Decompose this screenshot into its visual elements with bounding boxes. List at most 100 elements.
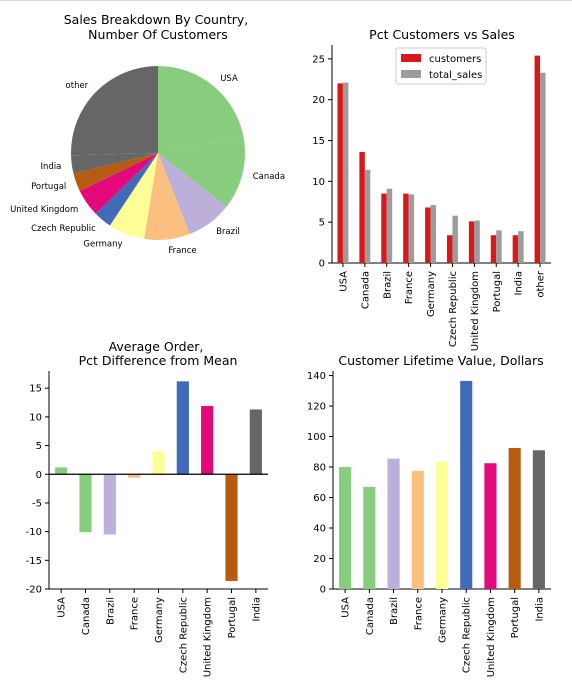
bar-czech-republic <box>176 381 189 475</box>
y-tick-label: 0 <box>319 259 325 270</box>
bar-india <box>249 409 262 475</box>
pie-label-usa: USA <box>220 74 238 84</box>
y-tick-label: 120 <box>307 402 326 413</box>
customers-vs-sales-plot: 0 5 10 15 20 25 USA Canada Brazil France Germany Cz… <box>312 45 551 351</box>
bar-usa <box>55 467 68 475</box>
y-tick-label: 80 <box>313 463 326 474</box>
bar-total-sales-other <box>540 72 546 263</box>
pie-slice-france <box>144 153 190 240</box>
x-tick-label-india: India <box>514 271 525 296</box>
legend-swatch-customers <box>401 54 421 62</box>
pie-label-other: other <box>66 81 89 91</box>
x-tick-label-brazil: Brazil <box>389 597 400 625</box>
bar-customers-czech-republic <box>446 235 453 263</box>
x-tick-label-portugal: Portugal <box>492 271 503 312</box>
lifetime-value-panel: Customer Lifetime Value, Dollars 0 20 40 60… <box>307 353 551 677</box>
pie-label-india: India <box>41 162 62 172</box>
pie-slice-united-kingdom <box>79 153 158 214</box>
x-tick-label-canada: Canada <box>81 597 92 635</box>
x-tick-label-france: France <box>413 597 424 630</box>
bar-customers-other <box>534 55 541 263</box>
pie-label-united-kingdom: United Kingdom <box>10 205 78 215</box>
top-border-line <box>0 0 572 1</box>
pie-subtitle: Number Of Customers <box>88 27 228 42</box>
customers-vs-sales-title: Pct Customers vs Sales <box>369 27 515 42</box>
x-tick-label-united-kingdom: United Kingdom <box>486 597 497 677</box>
pie-slice-india <box>71 153 158 174</box>
pie-slice-usa <box>158 66 244 153</box>
y-tick-label: 40 <box>313 524 326 535</box>
y-tick-label: -20 <box>26 585 42 596</box>
lifetime-value-plot: 0 20 40 60 80 100 120 140 USA Canada Brazil France G… <box>307 371 551 677</box>
pie-label-canada: Canada <box>253 172 285 182</box>
x-tick-label-france: France <box>404 271 415 304</box>
pie-label-portugal: Portugal <box>31 182 66 192</box>
y-tick-label: 5 <box>319 218 325 229</box>
pie-slice-portugal <box>73 153 158 192</box>
bar-canada <box>363 486 376 589</box>
x-tick-label-united-kingdom: United Kingdom <box>203 597 214 677</box>
pie-slice-brazil <box>158 153 227 235</box>
y-tick-label: 140 <box>307 371 326 382</box>
y-tick-label: 5 <box>36 441 42 452</box>
bar-total-sales-portugal <box>496 230 502 263</box>
bar-canada <box>79 474 92 533</box>
y-tick-label: 0 <box>36 470 42 481</box>
average-order-subtitle: Pct Difference from Mean <box>79 353 238 368</box>
bar-total-sales-united-kingdom <box>474 220 480 263</box>
bar-usa <box>339 467 352 589</box>
x-tick-label-brazil: Brazil <box>382 271 393 299</box>
x-tick-label-germany: Germany <box>426 271 437 317</box>
bar-customers-usa <box>337 83 343 264</box>
bar-total-sales-czech-republic <box>452 215 458 263</box>
x-tick-label-france: France <box>130 597 141 630</box>
bar-france <box>411 470 424 589</box>
bar-germany <box>435 461 449 589</box>
x-tick-label-india: India <box>534 597 545 622</box>
y-tick-label: 20 <box>313 554 326 565</box>
bar-customers-india <box>512 235 519 263</box>
y-tick-label: 10 <box>312 177 325 188</box>
bar-total-sales-germany <box>430 205 437 263</box>
y-tick-label: 15 <box>29 384 42 395</box>
pie-slices <box>70 66 245 240</box>
bar-united-kingdom <box>201 405 214 475</box>
y-tick-label: -15 <box>26 556 42 567</box>
x-tick-label-other: other <box>536 270 547 298</box>
bar-germany <box>152 451 165 475</box>
bar-total-sales-brazil <box>386 188 393 263</box>
y-tick-label: 0 <box>320 585 326 596</box>
bar-customers-united-kingdom <box>468 221 475 263</box>
pie-chart-panel: Sales Breakdown By Country, Number Of Cu… <box>10 12 285 256</box>
x-tick-label-czech-republic: Czech Republic <box>178 597 189 673</box>
bar-customers-germany <box>425 207 431 263</box>
pie-label-france: France <box>168 246 196 256</box>
bar-france <box>128 474 141 478</box>
y-tick-label: -5 <box>32 498 42 509</box>
legend-swatch-total-sales <box>401 70 421 78</box>
bar-czech-republic <box>460 380 473 589</box>
x-tick-label-canada: Canada <box>360 271 371 309</box>
bar-portugal <box>225 474 238 581</box>
bar-united-kingdom <box>484 463 497 589</box>
bar-india <box>532 450 545 589</box>
customers-vs-sales-panel: Pct Customers vs Sales 0 5 10 15 20 25 USA Cana… <box>312 27 551 351</box>
pie-slice-czech-republic <box>95 153 158 226</box>
bar-customers-portugal <box>490 235 497 263</box>
y-tick-label: 10 <box>29 412 42 423</box>
pie-title: Sales Breakdown By Country, <box>64 12 249 27</box>
bar-portugal <box>508 447 521 589</box>
bar-total-sales-canada <box>364 169 371 263</box>
legend: customers total_sales <box>395 47 487 85</box>
x-tick-label-germany: Germany <box>438 597 449 643</box>
pie-label-brazil: Brazil <box>216 227 240 237</box>
average-order-plot: -20 -15 -10 -5 0 5 10 15 USA Canada Brazil France Ge… <box>26 371 268 677</box>
x-tick-label-canada: Canada <box>365 597 376 635</box>
legend-label-customers: customers <box>429 54 481 65</box>
average-order-panel: Average Order, Pct Difference from Mean … <box>26 339 268 677</box>
y-tick-label: 15 <box>312 136 325 147</box>
pie-labels: USA Canada Brazil France Germany Czech Republ… <box>10 74 285 256</box>
bar-total-sales-france <box>408 194 415 263</box>
y-tick-label: 60 <box>313 493 326 504</box>
